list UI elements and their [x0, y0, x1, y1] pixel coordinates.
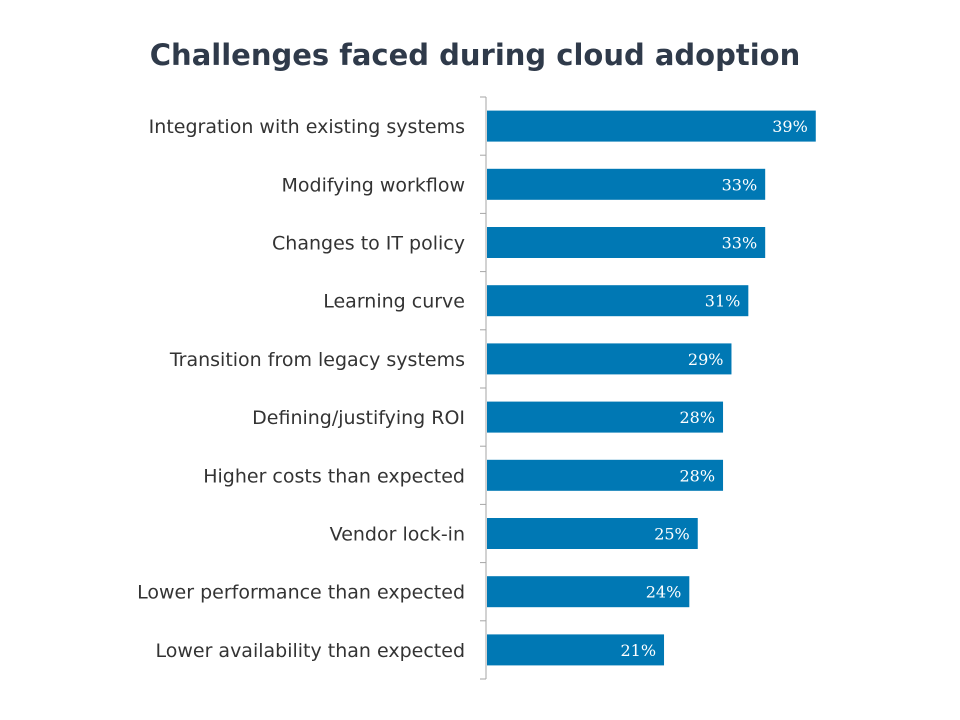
category-label: Modifying workflow — [282, 174, 466, 196]
category-label: Vendor lock-in — [330, 524, 465, 546]
bar — [487, 285, 749, 317]
category-label: Changes to IT policy — [272, 233, 465, 255]
category-label: Transition from legacy systems — [169, 349, 465, 371]
bar — [487, 343, 732, 375]
bar-value-label: 25% — [654, 525, 690, 544]
bar-value-label: 21% — [620, 641, 656, 660]
bar — [487, 518, 698, 549]
category-label: Integration with existing systems — [149, 116, 465, 138]
bar — [487, 227, 766, 258]
bar-value-label: 33% — [722, 175, 758, 194]
chart-title: Challenges faced during cloud adoption — [149, 38, 801, 72]
category-label: Defining/justifying ROI — [252, 407, 465, 429]
bar-value-label: 33% — [722, 234, 758, 253]
bars-layer: 39% 33% 33% 31% 29% 28% 28% 25% 24% 21% — [487, 110, 816, 666]
bar — [487, 459, 724, 491]
bar-value-label: 28% — [679, 408, 715, 427]
category-label: Learning curve — [323, 291, 465, 313]
bar — [487, 401, 724, 433]
category-label: Higher costs than expected — [203, 465, 465, 487]
bar-value-label: 31% — [705, 292, 741, 311]
category-axis: Integration with existing systems Modifyi… — [137, 96, 487, 680]
category-label: Lower availability than expected — [155, 640, 465, 662]
bar — [487, 168, 766, 200]
bar — [487, 634, 665, 666]
bar — [487, 576, 690, 608]
bar-value-label: 29% — [688, 350, 724, 369]
bar-value-label: 28% — [679, 466, 715, 485]
bar-value-label: 24% — [646, 583, 682, 602]
bar — [487, 110, 816, 142]
bar-value-label: 39% — [772, 117, 808, 136]
category-label: Lower performance than expected — [137, 582, 465, 604]
